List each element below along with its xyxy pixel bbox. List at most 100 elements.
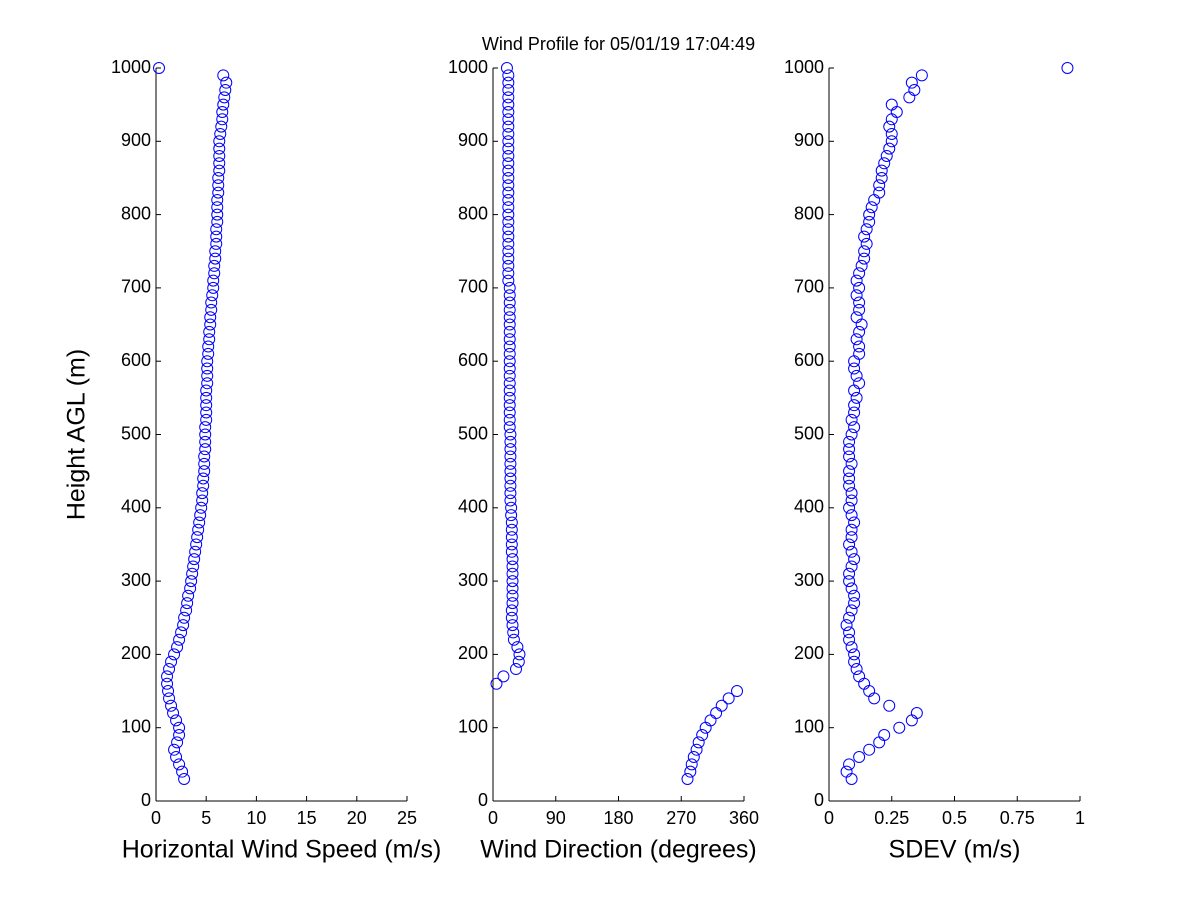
marker — [731, 685, 744, 698]
marker — [502, 252, 515, 265]
y-tick-label: 100 — [794, 716, 824, 736]
marker — [853, 296, 866, 309]
marker — [502, 274, 515, 287]
y-tick-label: 0 — [478, 790, 488, 810]
marker — [840, 765, 853, 778]
marker — [905, 76, 918, 89]
marker — [198, 450, 211, 463]
y-tick-label: 900 — [458, 130, 488, 150]
marker — [214, 127, 227, 140]
marker — [502, 91, 515, 104]
marker — [165, 699, 178, 712]
marker — [845, 531, 858, 544]
marker — [685, 758, 698, 771]
marker — [863, 215, 876, 228]
marker — [502, 267, 515, 280]
marker — [843, 465, 856, 478]
y-tick-label: 0 — [141, 790, 151, 810]
marker — [213, 164, 226, 177]
marker — [170, 751, 183, 764]
marker — [875, 171, 888, 184]
marker — [504, 494, 517, 507]
marker — [502, 113, 515, 126]
marker — [845, 487, 858, 500]
marker — [201, 369, 214, 382]
marker — [908, 83, 921, 96]
marker — [843, 501, 856, 514]
marker — [506, 582, 519, 595]
marker — [503, 296, 516, 309]
y-tick-label: 600 — [121, 350, 151, 370]
marker — [883, 699, 896, 712]
marker — [502, 157, 515, 170]
marker — [503, 281, 516, 294]
marker — [845, 604, 858, 617]
x-tick-label: 15 — [297, 808, 317, 828]
marker — [502, 259, 515, 272]
marker — [167, 707, 180, 720]
marker — [209, 252, 222, 265]
y-tick-label: 1000 — [784, 57, 824, 77]
marker — [216, 105, 229, 118]
marker — [858, 245, 871, 258]
y-tick-label: 300 — [121, 570, 151, 590]
marker — [840, 619, 853, 632]
marker — [178, 773, 191, 786]
marker — [503, 384, 516, 397]
marker — [875, 164, 888, 177]
chart-title: Wind Profile for 05/01/19 17:04:49 — [482, 34, 755, 54]
marker — [505, 501, 518, 514]
y-tick-label: 500 — [458, 423, 488, 443]
marker — [503, 369, 516, 382]
marker — [903, 91, 916, 104]
y-tick-label: 100 — [121, 716, 151, 736]
marker — [880, 149, 893, 162]
marker — [505, 611, 518, 624]
marker — [502, 142, 515, 155]
marker — [503, 325, 516, 338]
marker — [505, 516, 518, 529]
marker — [203, 325, 216, 338]
marker — [692, 736, 705, 749]
x-tick-label: 0 — [151, 808, 161, 828]
y-tick-label: 800 — [121, 203, 151, 223]
marker — [502, 98, 515, 111]
marker — [210, 237, 223, 250]
marker — [503, 340, 516, 353]
marker — [710, 707, 723, 720]
x-tick-label: 1 — [1075, 808, 1085, 828]
marker — [200, 391, 213, 404]
marker — [505, 545, 518, 558]
x-tick-label: 0 — [824, 808, 834, 828]
marker — [215, 120, 228, 133]
marker — [201, 355, 214, 368]
marker — [883, 120, 896, 133]
marker — [850, 289, 863, 302]
marker — [198, 457, 211, 470]
marker — [502, 120, 515, 133]
marker — [843, 479, 856, 492]
marker — [502, 135, 515, 148]
marker — [848, 655, 861, 668]
x-tick-label: 0 — [488, 808, 498, 828]
marker — [848, 355, 861, 368]
marker — [885, 127, 898, 140]
y-tick-label: 300 — [458, 570, 488, 590]
marker — [885, 113, 898, 126]
marker — [504, 443, 517, 456]
marker — [199, 428, 212, 441]
marker — [176, 765, 189, 778]
marker — [153, 62, 166, 74]
marker — [853, 347, 866, 360]
marker — [502, 83, 515, 96]
y-tick-label: 400 — [794, 497, 824, 517]
marker — [690, 743, 703, 756]
marker — [845, 494, 858, 507]
y-axis-label: Height AGL (m) — [63, 349, 91, 520]
marker — [193, 516, 206, 529]
marker — [848, 597, 861, 610]
marker — [171, 641, 184, 654]
y-tick-label: 1000 — [111, 57, 151, 77]
marker — [850, 663, 863, 676]
y-tick-label: 400 — [121, 497, 151, 517]
